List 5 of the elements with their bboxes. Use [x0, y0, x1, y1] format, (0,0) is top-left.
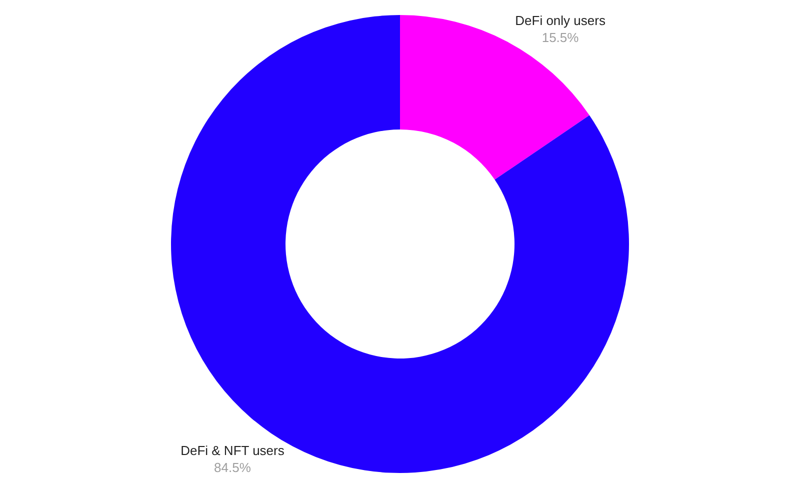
- data-label: 84.5%: [214, 460, 252, 475]
- donut-slice: [171, 15, 629, 473]
- slice-label: DeFi only users: [515, 13, 606, 28]
- slice-label: DeFi & NFT users: [180, 442, 285, 458]
- data-label: 15.5%: [542, 30, 580, 46]
